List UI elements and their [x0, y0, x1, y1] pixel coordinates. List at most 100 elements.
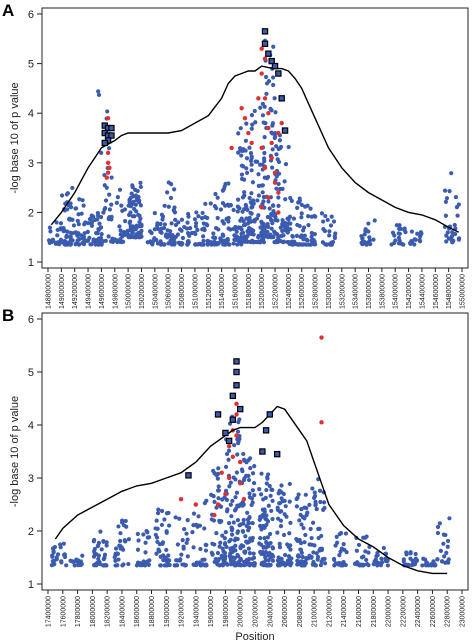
- panel-a-snp-point: [226, 226, 231, 231]
- panel-b-snp-point: [245, 510, 250, 515]
- panel-a-snp-point: [244, 121, 249, 126]
- panel-b-snp-point: [92, 549, 97, 554]
- panel-a-snp-point: [274, 152, 279, 157]
- panel-a-snp-point: [236, 225, 242, 230]
- panel-a-snp-point: [201, 242, 206, 247]
- panel-a-square-marker: [268, 57, 275, 65]
- panel-b-snp-point: [401, 557, 406, 562]
- panel-b-snp-point: [315, 557, 320, 562]
- panel-b-snp-point: [268, 531, 273, 537]
- panel-a-snp-point: [186, 239, 191, 244]
- panel-a-square-marker: [271, 62, 279, 70]
- panel-b-square-marker: [237, 405, 244, 413]
- panel-b-ytick-label: 5: [28, 367, 34, 379]
- panel-b-xtick-label: 19400000: [193, 596, 200, 627]
- panel-a-snp-point: [396, 231, 401, 236]
- panel-a-highlight-point: [269, 140, 274, 146]
- panel-b-snp-point: [435, 557, 440, 562]
- panel-b-snp-point: [158, 563, 163, 568]
- panel-b-snp-point: [72, 563, 77, 568]
- panel-b-snp-point: [197, 560, 202, 565]
- panel-a-snp-point: [103, 198, 109, 203]
- panel-a-xtick-label: 149800000: [112, 274, 119, 309]
- panel-a-snp-point: [68, 217, 73, 222]
- panel-b-snp-point: [313, 499, 318, 504]
- panel-b-snp-point: [166, 553, 171, 558]
- panel-a-snp-point: [165, 190, 170, 195]
- panel-b-snp-point: [59, 560, 64, 565]
- panel-a-snp-point: [168, 238, 173, 243]
- panel-a-ytick-label: 1: [28, 257, 34, 269]
- panel-b-snp-point: [51, 549, 56, 554]
- panel-a-square-marker: [265, 50, 272, 57]
- panel-b-snp-point: [198, 546, 203, 552]
- panel-a-square-marker: [275, 70, 282, 77]
- panel-b-snp-point: [118, 531, 123, 536]
- panel-b-snp-point: [220, 533, 225, 538]
- panel-b-snp-point: [235, 452, 240, 457]
- panel-a-snp-point: [331, 219, 337, 224]
- panel-b-snp-point: [311, 550, 316, 555]
- panel-a-xtick-label: 151400000: [219, 274, 226, 309]
- panel-a-snp-point: [138, 184, 143, 190]
- panel-b-snp-point: [155, 539, 160, 545]
- panel-a-snp-point: [106, 234, 111, 239]
- panel-a-snp-point: [245, 229, 250, 234]
- panel-b-snp-point: [289, 556, 294, 561]
- panel-a-highlight-point: [259, 205, 264, 210]
- panel-a-snp-point: [185, 242, 190, 247]
- panel-a-snp-point: [96, 89, 101, 94]
- panel-a-snp-point: [287, 214, 293, 219]
- panel-a-square-marker: [101, 139, 108, 147]
- panel-b-snp-point: [264, 487, 269, 493]
- panel-b-snp-point: [268, 555, 273, 560]
- panel-b-snp-point: [334, 534, 339, 540]
- panel-a-snp-point: [286, 144, 291, 150]
- panel-b-snp-point: [227, 539, 232, 544]
- panel-b-snp-point: [94, 561, 99, 566]
- panel-a-snp-point: [389, 242, 394, 247]
- panel-a-snp-point: [106, 146, 112, 151]
- panel-a-snp-point: [99, 232, 104, 237]
- panel-a-snp-point: [398, 226, 403, 231]
- panel-b-snp-point: [153, 532, 158, 537]
- panel-label-a: A: [2, 1, 14, 20]
- panel-b-snp-point: [408, 556, 413, 561]
- panel-b-snp-point: [277, 541, 282, 546]
- panel-a-snp-point: [215, 195, 220, 200]
- panel-a-highlight-point: [259, 46, 264, 51]
- panel-a-snp-point: [270, 221, 275, 226]
- panel-a-snp-point: [162, 222, 167, 227]
- panel-b-snp-point: [121, 562, 126, 567]
- panel-b-snp-point: [319, 559, 324, 564]
- panel-a-snp-point: [259, 219, 264, 224]
- panel-b-snp-point: [251, 481, 257, 486]
- panel-b-snp-point: [263, 550, 268, 555]
- panel-b-xtick-label: 23000000: [460, 596, 467, 627]
- panel-b-snp-point: [241, 477, 247, 483]
- panel-b-snp-point: [263, 558, 268, 563]
- panel-b-snp-point: [184, 540, 189, 546]
- panel-b-xtick-label: 21200000: [326, 596, 333, 627]
- panel-b-snp-point: [238, 546, 243, 551]
- panel-a-highlight-point: [259, 71, 264, 76]
- panel-a-snp-point: [226, 181, 231, 186]
- panel-a-snp-point: [201, 221, 206, 226]
- panel-a-snp-point: [266, 199, 271, 204]
- panel-a-snp-point: [138, 216, 143, 221]
- panel-b-snp-point: [226, 457, 231, 462]
- panel-b-y-axis-label: -log base 10 of p value: [9, 396, 21, 507]
- panel-a-snp-point: [136, 212, 141, 217]
- panel-a-snp-point: [133, 202, 138, 207]
- panel-b-snp-point: [435, 524, 441, 530]
- panel-b-snp-point: [156, 507, 161, 512]
- panel-a-snp-point: [96, 237, 101, 242]
- panel-b-snp-point: [445, 538, 451, 544]
- panel-b-highlight-point: [319, 335, 324, 340]
- panel-a-snp-point: [366, 221, 371, 226]
- panel-b-snp-point: [277, 501, 282, 506]
- panel-a-snp-point: [129, 191, 134, 196]
- panel-a-snp-point: [65, 207, 70, 212]
- panel-b-snp-point: [98, 529, 103, 534]
- panel-a-snp-point: [128, 219, 133, 224]
